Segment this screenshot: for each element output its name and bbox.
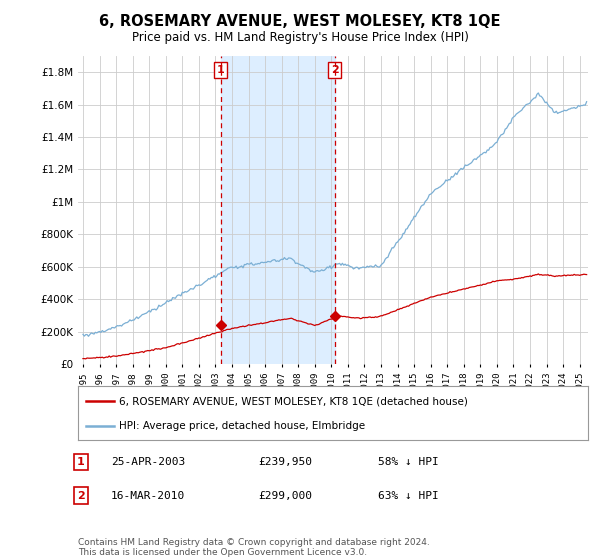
Text: Contains HM Land Registry data © Crown copyright and database right 2024.
This d: Contains HM Land Registry data © Crown c… (78, 538, 430, 557)
Text: £239,950: £239,950 (258, 457, 312, 467)
Text: 2: 2 (77, 491, 85, 501)
Text: 6, ROSEMARY AVENUE, WEST MOLESEY, KT8 1QE: 6, ROSEMARY AVENUE, WEST MOLESEY, KT8 1Q… (99, 14, 501, 29)
Text: Price paid vs. HM Land Registry's House Price Index (HPI): Price paid vs. HM Land Registry's House … (131, 31, 469, 44)
Bar (221, 56, 335, 364)
Text: 1: 1 (217, 66, 224, 75)
Text: 58% ↓ HPI: 58% ↓ HPI (378, 457, 439, 467)
Text: 25-APR-2003: 25-APR-2003 (111, 457, 185, 467)
Text: 2: 2 (331, 66, 338, 75)
Text: HPI: Average price, detached house, Elmbridge: HPI: Average price, detached house, Elmb… (119, 421, 365, 431)
Text: 6, ROSEMARY AVENUE, WEST MOLESEY, KT8 1QE (detached house): 6, ROSEMARY AVENUE, WEST MOLESEY, KT8 1Q… (119, 396, 467, 407)
Text: £299,000: £299,000 (258, 491, 312, 501)
Text: 1: 1 (77, 457, 85, 467)
Text: 16-MAR-2010: 16-MAR-2010 (111, 491, 185, 501)
Text: 63% ↓ HPI: 63% ↓ HPI (378, 491, 439, 501)
